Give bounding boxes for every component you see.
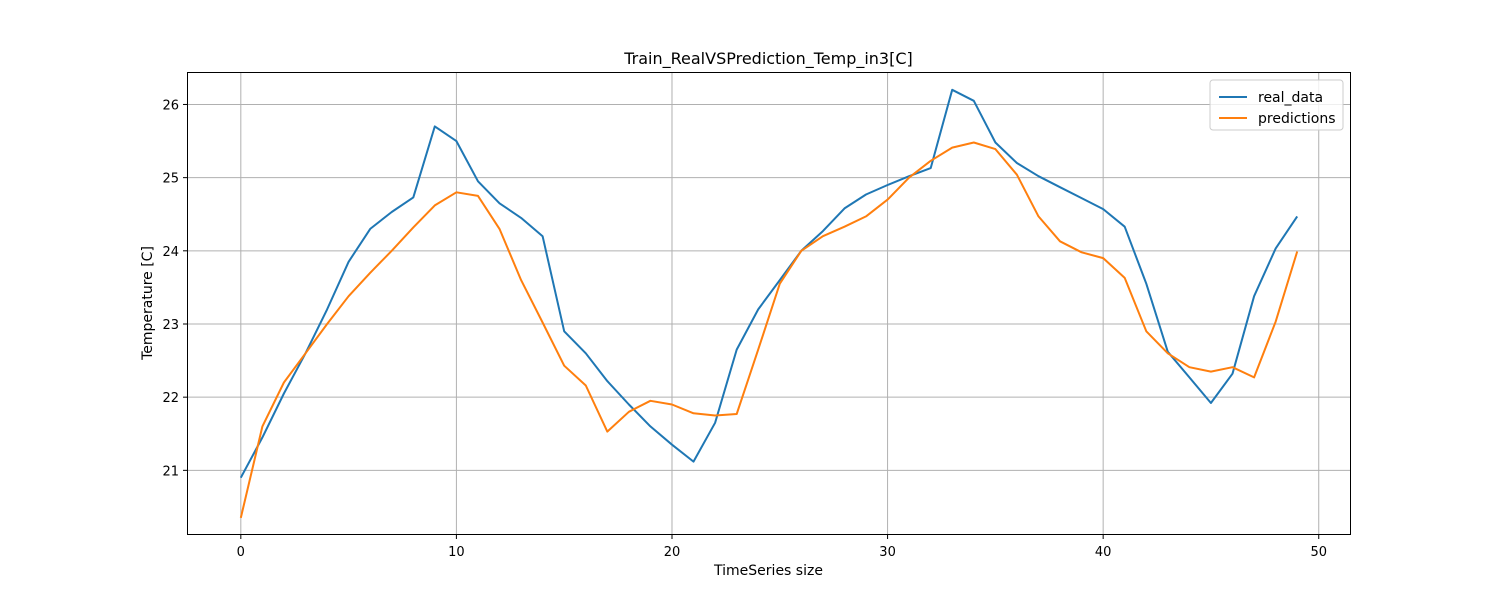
y-tick-label: 21 xyxy=(162,464,179,479)
series-line-predictions xyxy=(239,141,1299,519)
y-tick-label: 26 xyxy=(162,98,179,113)
x-tick-label: 10 xyxy=(448,545,465,560)
x-tick-label: 40 xyxy=(1095,545,1112,560)
y-axis-label: Temperature [C] xyxy=(140,246,156,361)
x-axis-label: TimeSeries size xyxy=(713,563,823,579)
chart-title: Train_RealVSPrediction_Temp_in3[C] xyxy=(623,49,913,69)
tick-labels: 0 10 20 30 40 50 21 22 23 24 25 26 xyxy=(162,98,1327,560)
x-tick-label: 50 xyxy=(1310,545,1327,560)
y-tick-label: 25 xyxy=(162,172,179,187)
x-tick-label: 30 xyxy=(879,545,896,560)
legend-label-real_data: real_data xyxy=(1258,90,1323,106)
y-tick-label: 22 xyxy=(162,391,179,406)
grid xyxy=(188,73,1350,534)
plot-frame xyxy=(187,72,1351,535)
x-tick-label: 0 xyxy=(237,545,245,560)
y-tick-label: 24 xyxy=(162,245,179,260)
series-line-real_data xyxy=(239,88,1299,479)
x-tick-label: 20 xyxy=(664,545,681,560)
series-lines xyxy=(239,88,1299,519)
y-tick-label: 23 xyxy=(162,318,179,333)
legend-label-predictions: predictions xyxy=(1258,111,1336,127)
legend: real_data predictions xyxy=(1209,79,1344,131)
